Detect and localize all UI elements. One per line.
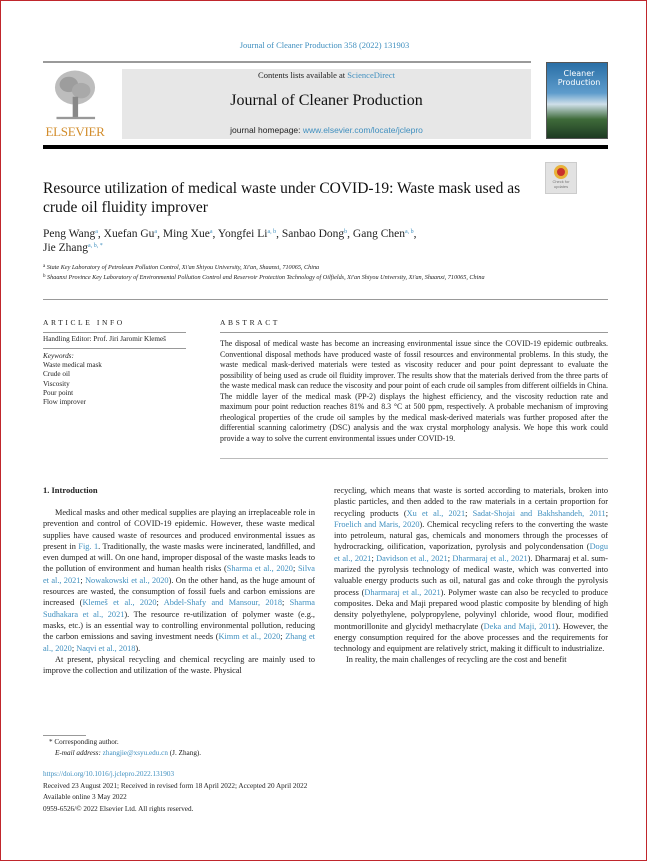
masthead: Contents lists available at ScienceDirec… xyxy=(122,69,531,139)
received-dates: Received 23 August 2021; Received in rev… xyxy=(43,781,308,790)
footnote-rule xyxy=(43,735,86,736)
divider xyxy=(43,61,531,63)
keyword: Flow improver xyxy=(43,398,86,407)
author[interactable]: Xuefan Gua xyxy=(103,228,158,240)
handling-editor: Handling Editor: Prof. Jiri Jaromir Klem… xyxy=(43,335,166,343)
citation-link[interactable]: Sadat-Shojai and Bakhshandeh, 2011 xyxy=(472,508,606,518)
elsevier-logo: ELSEVIER xyxy=(43,69,107,139)
author-affiliation-marker[interactable]: a, b xyxy=(404,229,414,235)
email-link[interactable]: zhangjie@xsyu.edu.cn xyxy=(102,749,168,757)
abstract-text: The disposal of medical waste has become… xyxy=(220,339,608,443)
article-info-heading: ARTICLE INFO xyxy=(43,318,125,327)
author-affiliation-marker[interactable]: a xyxy=(209,229,213,235)
citation-link[interactable]: Dharmaraj et al., 2021 xyxy=(364,587,441,597)
contents-line: Contents lists available at ScienceDirec… xyxy=(122,70,531,80)
affiliation-marker: a xyxy=(43,264,46,269)
author-affiliation-marker[interactable]: a, b, * xyxy=(88,243,103,249)
intro-right-column: recycling, which means that waste is sor… xyxy=(334,485,608,666)
citation-link[interactable]: Fig. 1 xyxy=(78,541,99,551)
citation-link[interactable]: Sharma Sudhakara et al., 2021 xyxy=(43,598,315,619)
author-list: Peng Wanga, Xuefan Gua, Ming Xuea, Yongf… xyxy=(43,228,417,254)
intro-left-column: Medical masks and other medical supplies… xyxy=(43,507,315,676)
citation-link[interactable]: Zhang et al., 2020 xyxy=(43,632,315,653)
keyword: Pour point xyxy=(43,388,74,397)
divider xyxy=(43,299,608,300)
homepage-line: journal homepage: www.elsevier.com/locat… xyxy=(122,125,531,135)
affiliation: b Shaanxi Province Key Laboratory of Env… xyxy=(43,273,485,281)
tree-logo-icon xyxy=(54,70,96,120)
section-heading: 1. Introduction xyxy=(43,485,98,495)
header-bar xyxy=(43,145,608,149)
email-suffix: (J. Zhang). xyxy=(167,749,202,757)
affiliation: a State Key Laboratory of Petroleum Poll… xyxy=(43,264,320,271)
paragraph: At present, physical recycling and chemi… xyxy=(43,654,315,676)
keyword: Waste medical mask xyxy=(43,361,102,370)
author-affiliation-marker[interactable]: a xyxy=(154,229,158,235)
keywords: Keywords: Waste medical mask Crude oil V… xyxy=(43,352,102,407)
homepage-prefix: journal homepage: xyxy=(230,125,303,135)
citation-link[interactable]: Klemeš et al., 2020 xyxy=(82,598,157,608)
check-updates-label: Check for updates xyxy=(552,179,570,189)
article-title: Resource utilization of medical waste un… xyxy=(43,180,521,216)
author-affiliation-marker[interactable]: a, b xyxy=(267,229,277,235)
homepage-link[interactable]: www.elsevier.com/locate/jclepro xyxy=(302,125,423,135)
author[interactable]: Peng Wanga xyxy=(43,228,98,240)
copyright: 0959-6526/© 2022 Elsevier Ltd. All right… xyxy=(43,804,194,813)
citation-link[interactable]: Dogu et al., 2021 xyxy=(334,542,608,563)
author-affiliation-marker[interactable]: b xyxy=(344,229,348,235)
publication-info: https://doi.org/10.1016/j.jclepro.2022.1… xyxy=(43,769,307,815)
available-online: Available online 3 May 2022 xyxy=(43,793,127,801)
doi-link[interactable]: https://doi.org/10.1016/j.jclepro.2022.1… xyxy=(43,770,175,778)
author[interactable]: Ming Xuea xyxy=(162,228,213,240)
affiliation-marker: b xyxy=(43,273,46,279)
divider xyxy=(43,332,186,333)
divider xyxy=(220,458,608,459)
corresponding-author: * Corresponding author. xyxy=(49,738,119,746)
abstract-heading: ABSTRACT xyxy=(220,318,280,327)
keyword: Crude oil xyxy=(43,370,70,379)
author[interactable]: Gang Chena, b xyxy=(352,228,414,240)
citation-link[interactable]: Nowakowski et al., 2020 xyxy=(85,575,169,585)
citation-link[interactable]: Kimm et al., 2020 xyxy=(218,632,281,642)
paragraph: Medical masks and other medical supplies… xyxy=(43,508,316,653)
citation-link[interactable]: Froelich and Maris, 2020 xyxy=(334,519,420,529)
citation-link[interactable]: Dharmaraj et al., 2021 xyxy=(452,553,528,563)
email-label: E-mail address: xyxy=(55,749,103,757)
paragraph: recycling, which means that waste is sor… xyxy=(334,486,608,654)
citation-link[interactable]: Sharma et al., 2020 xyxy=(226,564,293,574)
keywords-label: Keywords: xyxy=(43,352,74,360)
keyword: Viscosity xyxy=(43,379,70,388)
author[interactable]: Jie Zhanga, b, * xyxy=(43,242,103,254)
contents-prefix: Contents lists available at xyxy=(258,70,348,80)
citation-link[interactable]: Abdel-Shafy and Mansour, 2018 xyxy=(163,598,282,608)
journal-cover: Cleaner Production xyxy=(546,62,608,139)
divider xyxy=(43,348,186,349)
author-affiliation-marker[interactable]: a xyxy=(95,229,98,235)
journal-reference[interactable]: Journal of Cleaner Production 358 (2022)… xyxy=(239,40,410,50)
paragraph: In reality, the main challenges of recyc… xyxy=(346,655,567,665)
affiliations: a State Key Laboratory of Petroleum Poll… xyxy=(43,263,563,282)
citation-link[interactable]: Naqvi et al., 2018 xyxy=(76,643,136,653)
citation-link[interactable]: Davidson et al., 2021 xyxy=(376,553,448,563)
bookmark-icon xyxy=(554,165,568,179)
author[interactable]: Sanbao Dongb xyxy=(281,228,348,240)
divider xyxy=(220,332,608,333)
journal-title: Journal of Cleaner Production xyxy=(230,92,423,109)
cover-title: Cleaner Production xyxy=(557,69,601,87)
sciencedirect-link[interactable]: ScienceDirect xyxy=(347,70,395,80)
author[interactable]: Yongfei Lia, b xyxy=(217,228,277,240)
check-for-updates-button[interactable]: Check for updates xyxy=(545,162,577,194)
footnote: * Corresponding author. E-mail address: … xyxy=(49,737,201,759)
publisher-name: ELSEVIER xyxy=(45,124,105,139)
citation-link[interactable]: Xu et al., 2021 xyxy=(406,508,466,518)
citation-link[interactable]: Silva et al., 2021 xyxy=(43,564,315,585)
citation-link[interactable]: Deka and Maji, 2011 xyxy=(483,621,556,631)
